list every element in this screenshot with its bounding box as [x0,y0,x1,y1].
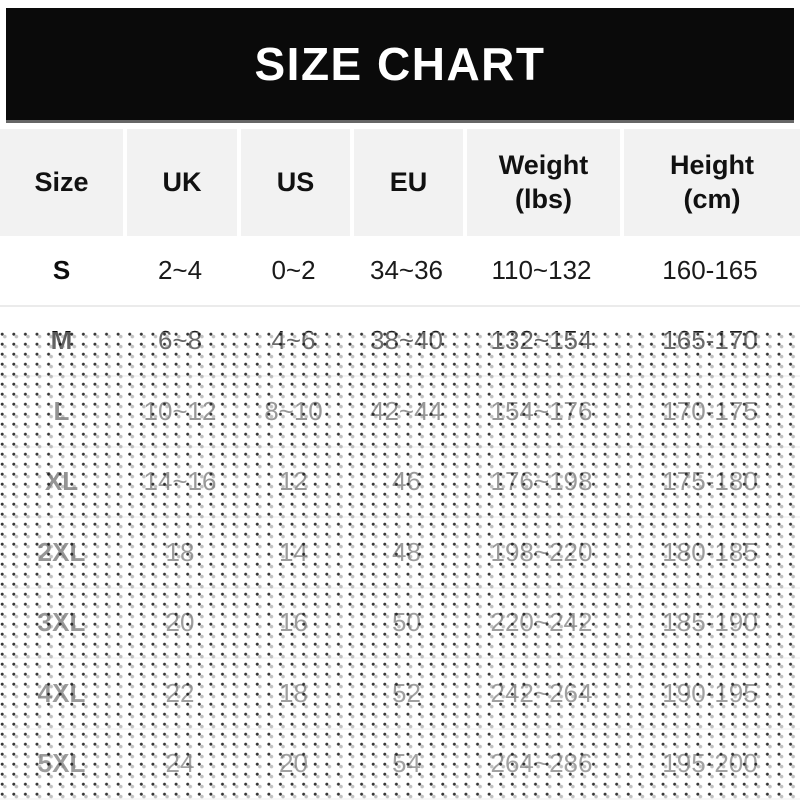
cell-uk: 10~12 [143,395,217,426]
cell-us: 14 [279,536,308,567]
cell-height: 180-185 [662,536,758,567]
cell-us: 0~2 [271,254,316,285]
table-row-5xl: 5XL 24 20 54 264~286 195-200 [0,730,800,800]
cell-eu: 42~44 [369,395,444,426]
cell-weight: 132~154 [490,325,593,356]
cell-weight: 264~286 [490,748,593,779]
cell-height: 185-190 [662,607,758,638]
header-label: US [276,166,315,197]
cell-weight: 220~242 [490,607,593,638]
header-cell-size: Size [0,129,123,236]
cell-weight: 242~264 [490,677,593,708]
table-row-3xl: 3XL 20 16 50 220~242 185-190 [0,589,800,659]
table-row-xl: XL 14~16 12 46 176~198 175-180 [0,448,800,518]
cell-us: 20 [279,748,308,779]
cell-us: 18 [279,677,308,708]
header-label: Weight [498,149,589,180]
page-title: SIZE CHART [254,38,546,90]
cell-size: 5XL [37,748,86,779]
cell-weight: 110~132 [491,254,592,285]
table-header: Size UK US EU Weight (lbs) Height (cm) [0,129,800,236]
cell-us: 4~6 [271,325,316,356]
header-label: Size [34,166,89,197]
cell-weight: 154~176 [490,395,593,426]
banner: SIZE CHART [6,8,794,123]
cell-size: M [50,325,73,356]
cell-height: 190-195 [662,677,758,708]
table-row-4xl: 4XL 22 18 52 242~264 190-195 [0,659,800,730]
header-cell-weight: Weight (lbs) [463,129,620,236]
table-body: S 2~4 0~2 34~36 110~132 160-165 M 6~8 4~6 38~40 13… [0,236,800,800]
cell-uk: 14~16 [143,466,217,497]
cell-eu: 50 [392,607,421,638]
table-row-2xl: 2XL 18 14 48 198~220 180-185 [0,518,800,589]
header-label: EU [389,166,428,197]
cell-weight: 198~220 [490,536,593,567]
header-cell-uk: UK [123,129,237,236]
table-row-s: S 2~4 0~2 34~36 110~132 160-165 [0,236,800,307]
header-label: UK [162,166,202,197]
header-cell-us: US [237,129,350,236]
cell-height: 175-180 [662,466,758,497]
cell-uk: 2~4 [157,254,203,285]
cell-size: 3XL [37,607,86,638]
cell-height: 160-165 [662,254,758,285]
cell-height: 165-170 [662,325,758,356]
cell-eu: 34~36 [369,254,444,285]
cell-uk: 20 [165,607,195,638]
cell-uk: 22 [165,677,195,708]
cell-eu: 46 [392,466,421,497]
cell-us: 16 [279,607,308,638]
cell-size: L [53,395,70,426]
cell-uk: 24 [165,748,195,779]
cell-eu: 48 [392,536,421,567]
cell-size: 2XL [37,536,86,567]
cell-us: 12 [279,466,308,497]
cell-uk: 18 [165,536,195,567]
cell-eu: 38~40 [369,325,444,356]
cell-weight: 176~198 [490,466,593,497]
header-cell-height: Height (cm) [620,129,800,236]
cell-height: 170-175 [662,395,758,426]
cell-size: S [52,254,71,285]
cell-size: XL [44,466,79,497]
cell-size: 4XL [37,677,86,708]
cell-eu: 54 [392,748,421,779]
header-sublabel: (cm) [683,183,741,214]
table-row-m: M 6~8 4~6 38~40 132~154 165-170 [0,307,800,377]
header-label: Height [670,149,754,180]
header-cell-eu: EU [350,129,463,236]
table-row-l: L 10~12 8~10 42~44 154~176 170-175 [0,377,800,448]
cell-uk: 6~8 [157,325,203,356]
cell-height: 195-200 [662,748,758,779]
cell-eu: 52 [392,677,421,708]
cell-us: 8~10 [264,395,323,426]
header-sublabel: (lbs) [515,183,572,214]
